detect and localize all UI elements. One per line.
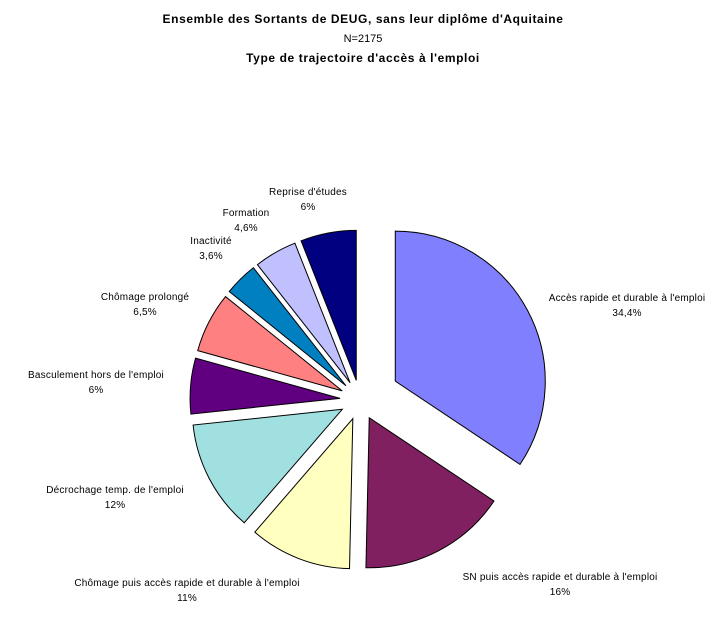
category-label: Reprise d'études [269, 187, 347, 198]
category-label: Accès rapide et durable à l'emploi [548, 293, 706, 304]
value-label: 6,5% [133, 307, 157, 318]
value-label: 4,6% [234, 223, 258, 234]
value-label: 3,6% [199, 251, 223, 262]
category-label: Formation [222, 208, 270, 219]
value-label: 12% [104, 500, 126, 511]
slice-label: Formation 4,6% [186, 206, 306, 236]
category-label: Basculement hors de l'emploi [28, 370, 164, 381]
pie-slice [228, 267, 347, 387]
slice-label: Basculement hors de l'emploi 6% [0, 368, 196, 398]
chart-subtitle: N=2175 [343, 33, 383, 45]
pie-slice [365, 416, 495, 569]
pie-slice [192, 408, 344, 524]
value-label: 6% [300, 202, 316, 213]
category-label: Chômage puis accès rapide et durable à l… [74, 578, 300, 589]
value-label: 16% [549, 587, 571, 598]
pie-slice [300, 229, 357, 381]
pie-slice [189, 357, 341, 415]
chart-title-2: Type de trajectoire d'accès à l'emploi [246, 51, 480, 65]
slice-label: Chômage prolongé 6,5% [45, 290, 245, 320]
pie-slice [394, 230, 546, 466]
value-label: 11% [177, 593, 197, 604]
slice-label: SN puis accès rapide et durable à l'empl… [460, 570, 660, 600]
value-label: 6% [88, 385, 104, 396]
value-label: 34,4% [612, 308, 642, 319]
chart-title: Ensemble des Sortants de DEUG, sans leur… [162, 12, 564, 26]
slice-label: Décrochage temp. de l'emploi 12% [15, 483, 215, 513]
slice-label: Accès rapide et durable à l'emploi 34,4% [517, 291, 726, 321]
pie-slice [254, 417, 354, 570]
slice-label: Chômage puis accès rapide et durable à l… [72, 576, 302, 606]
pie-slice [197, 295, 343, 392]
category-label: Inactivité [190, 236, 232, 247]
slice-label: Reprise d'études 6% [238, 185, 378, 215]
slice-label: Inactivité 3,6% [151, 234, 271, 264]
category-label: Décrochage temp. de l'emploi [46, 485, 184, 496]
pie-slice [256, 242, 351, 383]
category-label: SN puis accès rapide et durable à l'empl… [462, 572, 658, 583]
category-label: Chômage prolongé [100, 292, 190, 303]
